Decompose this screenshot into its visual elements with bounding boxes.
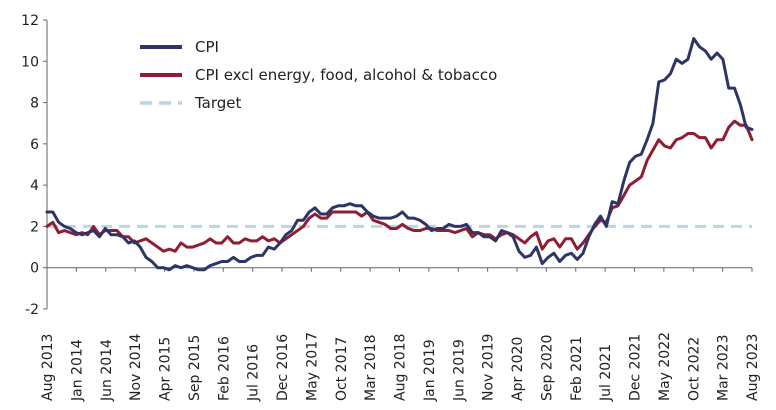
x-tick-label: Dec 2021 bbox=[628, 334, 644, 401]
y-axis-ticks: -2 0 2 4 6 8 10 12 bbox=[21, 13, 47, 318]
x-tick-label: Feb 2016 bbox=[216, 336, 232, 401]
legend-label-1: CPI excl energy, food, alcohol & tobacco bbox=[195, 66, 497, 84]
x-tick-label: Aug 2023 bbox=[745, 334, 761, 401]
x-tick-label: Nov 2019 bbox=[481, 334, 497, 401]
y-tick-label: 4 bbox=[30, 178, 39, 194]
x-tick-label: Sep 2015 bbox=[187, 335, 203, 401]
y-tick-label: 2 bbox=[30, 219, 39, 235]
x-tick-label: Jan 2014 bbox=[69, 339, 85, 402]
x-tick-label: Jul 2021 bbox=[598, 344, 614, 402]
y-tick-label: 6 bbox=[30, 137, 39, 153]
y-tick-label: 12 bbox=[21, 13, 39, 29]
series-line-0 bbox=[45, 37, 754, 272]
x-tick-label: Sep 2020 bbox=[539, 335, 555, 401]
series-line-1 bbox=[45, 119, 754, 253]
x-tick-label: Apr 2015 bbox=[158, 337, 174, 401]
x-tick-label: Nov 2014 bbox=[128, 334, 144, 401]
x-tick-label: Apr 2020 bbox=[510, 337, 526, 401]
y-tick-label: -2 bbox=[25, 302, 39, 318]
legend-label-2: Target bbox=[194, 94, 242, 112]
x-tick-label: May 2022 bbox=[657, 332, 673, 401]
legend-label-0: CPI bbox=[195, 38, 219, 56]
x-tick-label: Jul 2016 bbox=[246, 344, 262, 402]
x-tick-label: Oct 2022 bbox=[686, 337, 702, 401]
x-tick-label: Aug 2018 bbox=[393, 334, 409, 401]
x-tick-label: Oct 2017 bbox=[334, 337, 350, 401]
x-tick-label: Feb 2021 bbox=[569, 336, 585, 401]
x-tick-label: Mar 2018 bbox=[363, 335, 379, 402]
x-tick-label: Aug 2013 bbox=[40, 334, 56, 401]
x-tick-label: May 2017 bbox=[304, 332, 320, 401]
x-tick-label: Dec 2016 bbox=[275, 334, 291, 401]
x-tick-label: Mar 2023 bbox=[716, 335, 732, 402]
x-tick-label: Jun 2019 bbox=[451, 339, 467, 402]
x-axis-ticks: Aug 2013 Jan 2014 Jun 2014 Nov 2014 Apr 2015… bbox=[40, 267, 761, 402]
y-tick-label: 0 bbox=[30, 261, 39, 277]
x-tick-label: Jan 2019 bbox=[422, 339, 438, 402]
y-tick-label: 8 bbox=[30, 96, 39, 112]
y-tick-label: 10 bbox=[21, 54, 39, 70]
series-layer bbox=[45, 37, 754, 272]
legend: CPI CPI excl energy, food, alcohol & toba… bbox=[140, 38, 497, 112]
x-tick-label: Jun 2014 bbox=[99, 339, 115, 402]
